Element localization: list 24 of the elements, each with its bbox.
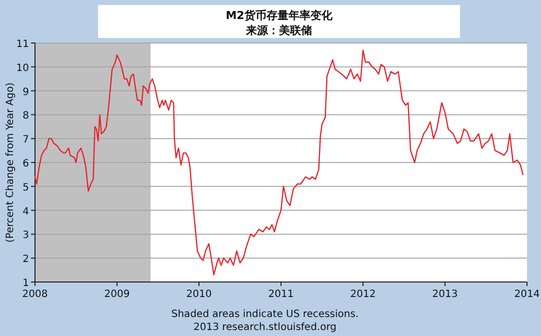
- y-tick-label: 2: [22, 254, 29, 266]
- x-tick-label: 2012: [350, 289, 376, 300]
- x-tick-label: 2009: [104, 289, 130, 300]
- x-tick-label: 2014: [514, 289, 540, 300]
- y-tick-label: 3: [22, 230, 29, 242]
- x-tick-label: 2011: [268, 289, 294, 300]
- line-series: [34, 50, 524, 276]
- y-axis-title: (Percent Change from Year Ago): [5, 82, 16, 243]
- y-tick-label: 9: [22, 86, 29, 98]
- y-tick-label: 11: [16, 39, 29, 50]
- text: 2013 research.stlouisfed.org: [193, 322, 337, 333]
- y-tick-label: 7: [22, 134, 29, 146]
- chart-subtitle: 来源：美联储: [245, 24, 312, 37]
- x-tick-label: 2010: [186, 289, 212, 300]
- y-tick-label: 4: [22, 206, 29, 218]
- x-tick-label: 2013: [432, 289, 458, 300]
- y-tick-label: 1: [22, 278, 29, 289]
- y-tick-label: 10: [16, 62, 29, 74]
- x-tick-label: 2008: [22, 289, 48, 300]
- y-tick-label: 5: [22, 182, 29, 194]
- text: Shaded areas indicate US recessions.: [171, 309, 359, 320]
- y-tick-label: 6: [22, 158, 29, 170]
- y-tick-label: 8: [22, 110, 29, 122]
- chart-title: M2货币存量年率变化: [226, 9, 334, 22]
